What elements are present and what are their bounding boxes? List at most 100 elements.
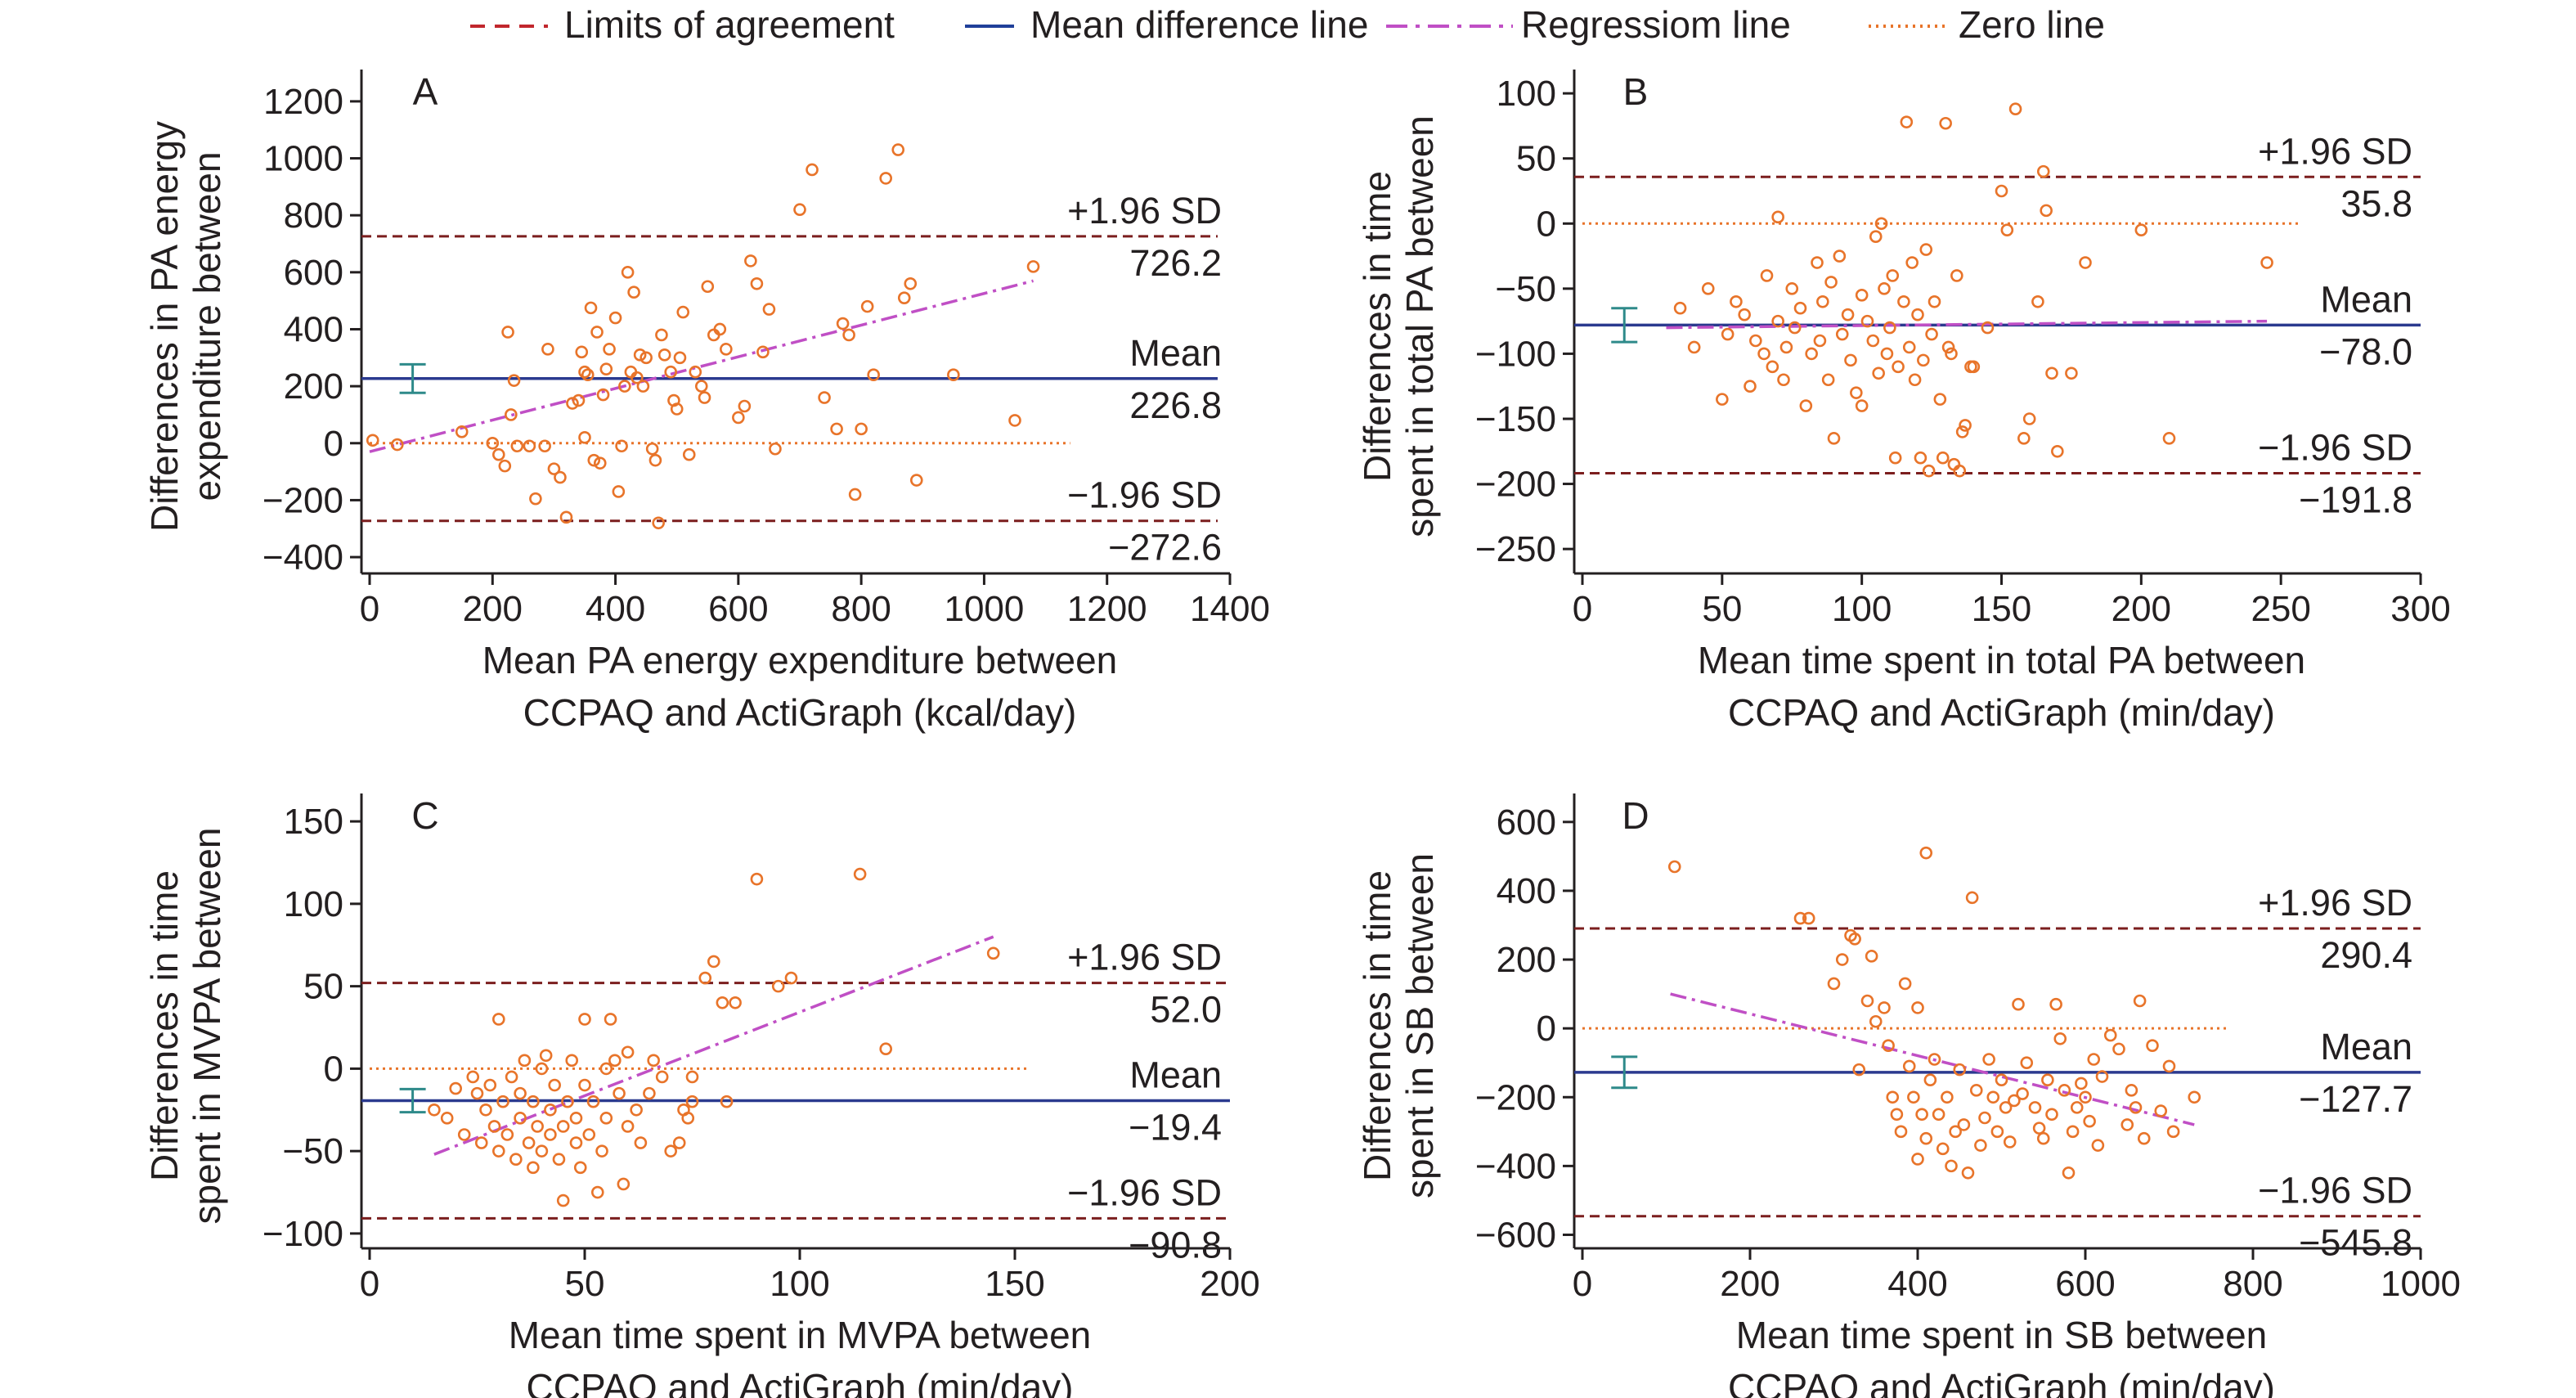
y-tick-label: 0 <box>1537 204 1556 244</box>
data-point <box>527 1095 540 1108</box>
data-point <box>647 1054 660 1068</box>
data-point <box>575 345 589 359</box>
x-tick-label: 800 <box>831 589 891 629</box>
y-axis-label: Differences in PA energy <box>143 121 186 532</box>
data-point <box>698 971 712 985</box>
upper-limit-value: 52.0 <box>1150 989 1222 1031</box>
data-point <box>599 1062 613 1076</box>
data-point <box>2028 1101 2042 1114</box>
panel-d: −600 −400 −200 0 200 400 600 0 200 400 600 800 1000 M… <box>1356 793 2461 1398</box>
x-tick-label: 200 <box>463 589 523 629</box>
data-point <box>2075 1077 2088 1090</box>
data-point <box>1878 282 1891 295</box>
data-point <box>544 1128 557 1141</box>
x-axis-label: CCPAQ and ActiGraph (kcal/day) <box>523 691 1077 734</box>
lower-limit-value: −545.8 <box>2299 1222 2412 1264</box>
data-point <box>762 303 776 316</box>
data-point <box>771 979 785 993</box>
x-tick-label: 100 <box>1832 589 1892 629</box>
data-point <box>509 1153 523 1166</box>
data-point <box>1878 1001 1891 1014</box>
x-tick-label: 600 <box>2055 1264 2115 1304</box>
data-point <box>1760 269 1774 282</box>
data-point <box>1941 340 1955 354</box>
data-point <box>1965 891 1979 905</box>
data-point <box>1886 269 1900 282</box>
data-point <box>548 1078 561 1092</box>
data-point <box>1855 289 1869 302</box>
data-point <box>738 399 752 413</box>
data-point <box>621 1120 635 1133</box>
x-tick-label: 150 <box>985 1264 1044 1304</box>
data-point <box>1777 373 1790 387</box>
data-point <box>1959 419 1972 432</box>
data-point <box>608 311 622 325</box>
data-point <box>1902 340 1916 354</box>
data-point <box>640 351 653 365</box>
data-point <box>529 492 542 506</box>
lower-limit-value: −272.6 <box>1108 527 1222 569</box>
data-point <box>2134 223 2148 237</box>
lower-limit-value: −191.8 <box>2299 479 2412 521</box>
data-point <box>891 143 905 156</box>
data-point <box>507 374 521 387</box>
data-point <box>1888 451 1902 465</box>
y-tick-label: −100 <box>263 1214 343 1254</box>
data-point <box>1911 1001 1924 1014</box>
x-tick-label: 200 <box>2112 589 2171 629</box>
data-point <box>612 485 626 498</box>
data-point <box>2053 1032 2067 1045</box>
data-point <box>1730 294 1743 308</box>
data-point <box>547 462 561 475</box>
data-point <box>593 456 607 470</box>
y-tick-label: 200 <box>1497 940 1556 980</box>
data-point <box>657 348 671 362</box>
data-point <box>698 391 711 404</box>
data-point <box>707 955 720 969</box>
data-point <box>627 285 640 299</box>
data-point <box>713 322 727 336</box>
data-point <box>2062 1166 2076 1180</box>
data-point <box>491 447 505 461</box>
data-point <box>1744 380 1757 393</box>
data-point <box>474 1136 488 1149</box>
data-point <box>2003 1135 2017 1149</box>
data-point <box>518 1054 532 1068</box>
data-point <box>1919 846 1933 860</box>
y-tick-label: 100 <box>1497 74 1556 114</box>
data-point <box>514 1112 527 1125</box>
x-tick-label: 0 <box>1573 589 1592 629</box>
data-point <box>855 422 868 436</box>
y-axis-label: spent in total PA between <box>1398 115 1441 537</box>
data-point <box>1874 217 1888 231</box>
data-point <box>1915 1108 1928 1122</box>
data-point <box>573 1161 587 1175</box>
data-point <box>1701 282 1715 295</box>
data-point <box>1771 210 1784 224</box>
y-tick-label: −600 <box>1475 1215 1556 1255</box>
data-point <box>586 1095 600 1108</box>
data-point <box>756 345 770 359</box>
y-tick-label: 600 <box>1497 802 1556 843</box>
data-point <box>486 436 500 450</box>
data-point <box>729 996 742 1009</box>
data-point <box>1953 1063 1967 1077</box>
data-point <box>655 328 668 342</box>
x-tick-label: 200 <box>1200 1264 1259 1304</box>
data-point <box>1911 308 1924 321</box>
data-point <box>2016 1087 2029 1100</box>
data-point <box>1886 1090 1900 1104</box>
data-point <box>587 453 601 467</box>
data-point <box>1835 953 1849 966</box>
data-point <box>2079 256 2092 269</box>
data-point <box>391 438 404 452</box>
x-tick-label: 400 <box>1887 1264 1947 1304</box>
x-tick-label: 200 <box>1720 1264 1779 1304</box>
mean-value: 226.8 <box>1129 384 1222 426</box>
x-tick-label: 150 <box>1972 589 2031 629</box>
data-point <box>2012 997 2025 1011</box>
data-point <box>1936 1142 1950 1156</box>
data-point <box>621 1045 635 1059</box>
data-point <box>750 276 764 290</box>
data-point <box>1860 994 1874 1008</box>
